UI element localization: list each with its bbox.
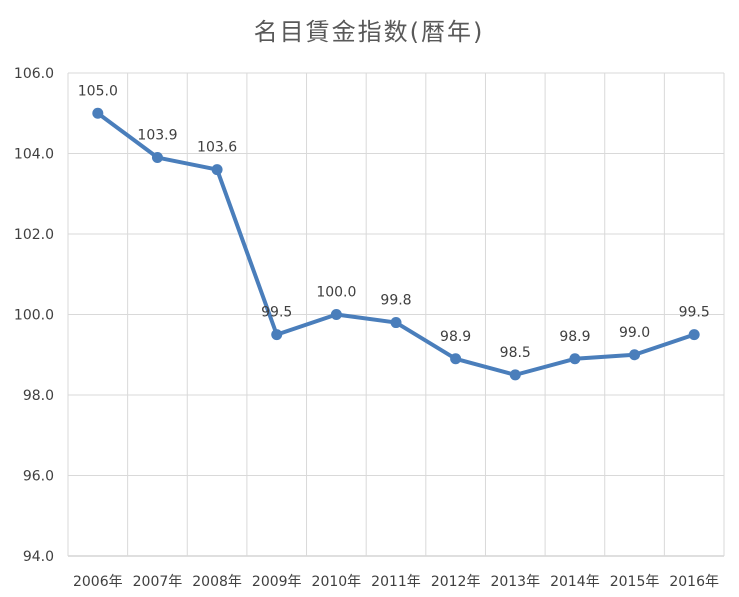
x-tick-label: 2016年 [669, 574, 719, 590]
data-label: 99.8 [380, 293, 411, 309]
gridlines [67, 72, 725, 557]
y-axis: 94.0 96.0 98.0 100.0 102.0 104.0 106.0 [14, 66, 54, 565]
data-label: 103.6 [197, 140, 237, 156]
x-tick-label: 2014年 [550, 574, 600, 590]
data-point [629, 349, 641, 361]
y-tick-label: 94.0 [23, 549, 54, 565]
data-label: 100.0 [316, 285, 356, 301]
x-tick-label: 2013年 [490, 574, 540, 590]
data-label: 98.5 [500, 345, 531, 361]
x-tick-label: 2011年 [371, 574, 421, 590]
data-point [271, 329, 283, 341]
x-tick-label: 2006年 [73, 574, 123, 590]
y-tick-label: 104.0 [14, 147, 54, 163]
x-tick-label: 2012年 [431, 574, 481, 590]
data-point [390, 317, 402, 329]
data-label: 103.9 [137, 128, 177, 144]
series [92, 107, 700, 381]
x-tick-label: 2009年 [252, 574, 302, 590]
data-point [509, 369, 521, 381]
x-tick-label: 2010年 [312, 574, 362, 590]
x-tick-label: 2015年 [610, 574, 660, 590]
y-tick-label: 102.0 [14, 227, 54, 243]
data-point [569, 353, 581, 365]
data-point [450, 353, 462, 365]
y-tick-label: 106.0 [14, 66, 54, 82]
data-point [151, 152, 163, 164]
x-axis: 2006年 2007年 2008年 2009年 2010年 2011年 2012年 2013年… [73, 574, 719, 590]
y-tick-label: 96.0 [23, 469, 54, 485]
x-tick-label: 2007年 [133, 574, 183, 590]
data-point [211, 164, 223, 176]
data-point [688, 329, 700, 341]
data-label: 98.9 [559, 329, 590, 345]
data-point [92, 107, 104, 119]
data-labels: 105.0 103.9 103.6 99.5 100.0 99.8 98.9 98.5 98.9… [78, 83, 710, 361]
data-point [330, 309, 342, 320]
data-label: 98.9 [440, 329, 471, 345]
chart-title: 名目賃金指数(暦年) [254, 18, 485, 46]
y-tick-label: 100.0 [14, 308, 54, 324]
data-label: 99.5 [679, 305, 710, 321]
y-tick-label: 98.0 [23, 388, 54, 404]
data-label: 99.0 [619, 325, 650, 341]
data-label: 105.0 [78, 83, 118, 99]
data-label: 99.5 [261, 305, 292, 321]
x-tick-label: 2008年 [192, 574, 242, 590]
